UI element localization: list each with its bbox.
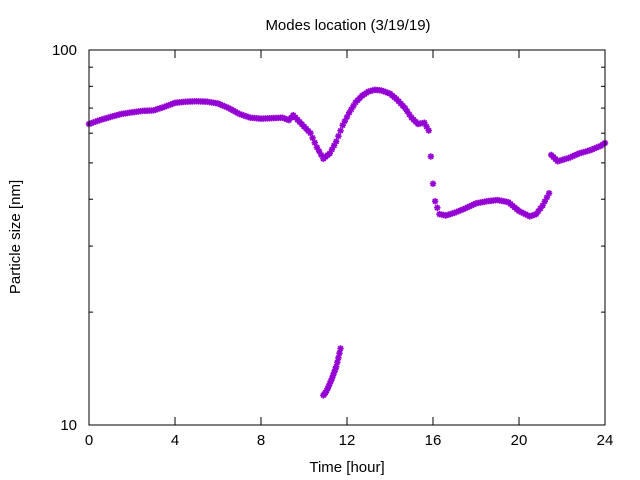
data-point — [336, 349, 343, 357]
data-points — [85, 86, 609, 399]
x-axis-label: Time [hour] — [309, 459, 384, 476]
data-point — [427, 153, 435, 160]
data-point — [335, 354, 342, 362]
y-axis-label: Particle size [nm] — [7, 180, 24, 294]
data-point — [337, 345, 344, 352]
data-point — [434, 204, 441, 211]
plot-frame — [88, 49, 606, 426]
x-tick-label: 12 — [339, 432, 356, 449]
x-tick-label: 16 — [425, 432, 442, 449]
data-point — [545, 190, 553, 197]
data-point — [318, 151, 325, 159]
x-tick-label: 20 — [511, 432, 528, 449]
x-tick-label: 8 — [257, 432, 265, 449]
y-tick-label: 10 — [60, 417, 77, 434]
data-point — [431, 198, 439, 205]
data-point — [334, 359, 341, 366]
chart-title: Modes location (3/19/19) — [265, 17, 430, 34]
data-point — [425, 127, 432, 134]
y-tick-label: 100 — [52, 42, 77, 59]
x-tick-label: 0 — [85, 432, 93, 449]
data-point — [335, 132, 342, 140]
x-tick-label: 24 — [597, 432, 614, 449]
x-tick-label: 4 — [171, 432, 179, 449]
tick-labels: 0 4 8 12 16 20 24 10 100 — [52, 42, 613, 449]
data-point — [429, 180, 437, 187]
data-point — [337, 127, 344, 134]
data-point — [333, 138, 340, 145]
